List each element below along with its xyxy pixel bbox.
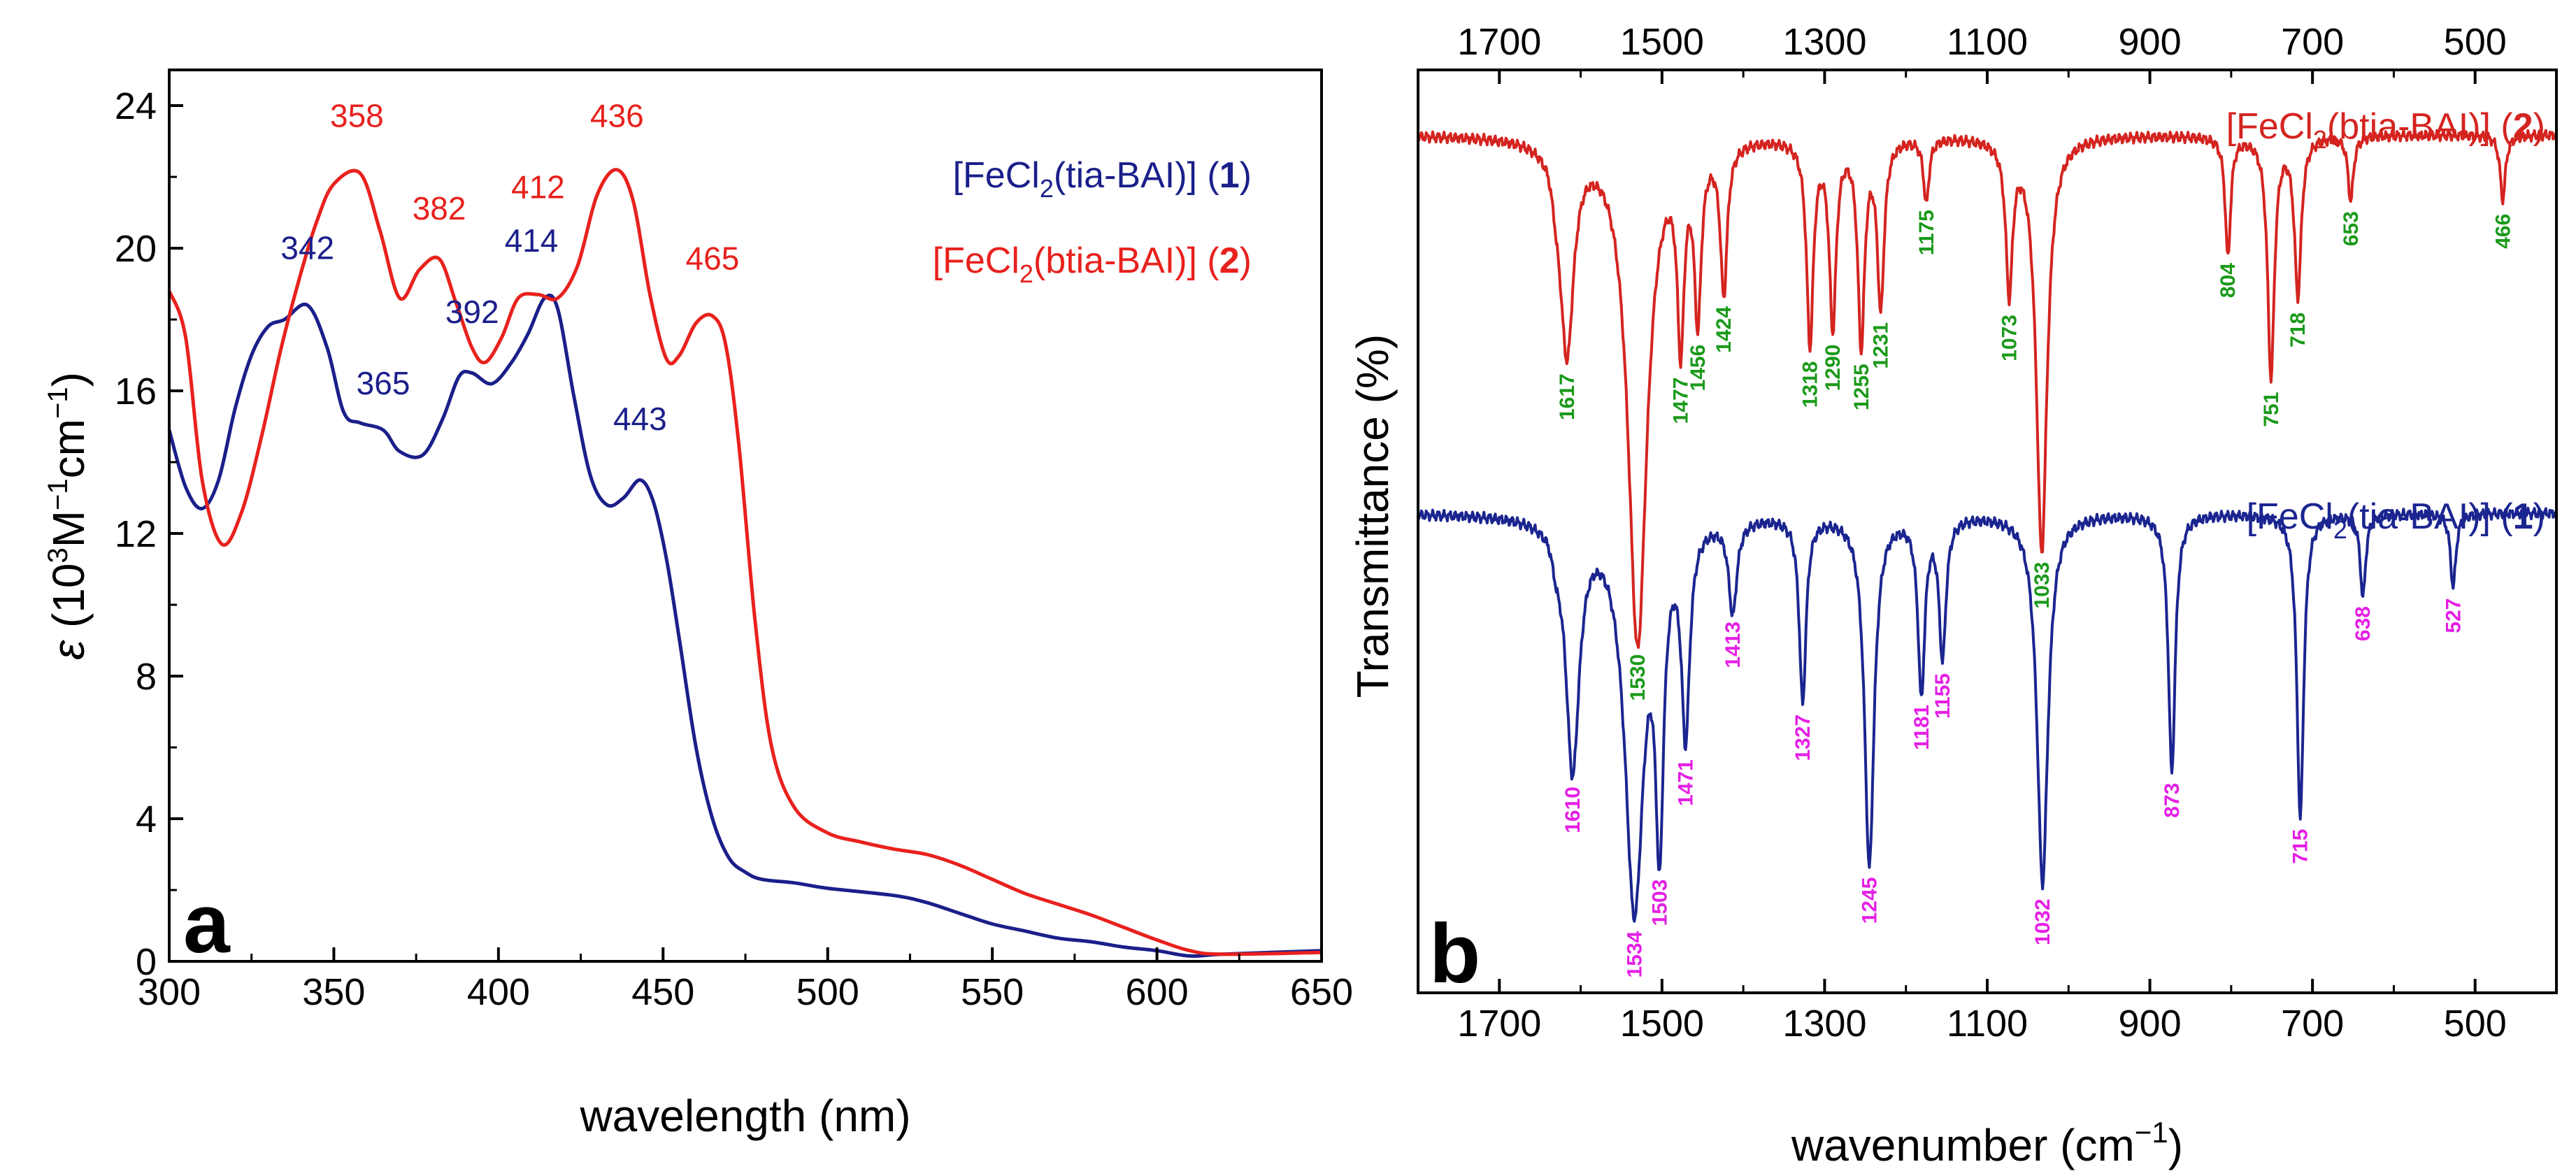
- ir-peak-label: 1231: [1870, 322, 1893, 369]
- series-line-1: [1417, 506, 2558, 923]
- ir-peak-label: 1530: [1626, 654, 1650, 701]
- ir-peak-label: 804: [2217, 263, 2240, 298]
- peak-label: 436: [590, 98, 644, 134]
- panel-a-legend-item-1: [FeCl2(tia-BAI)] (1): [953, 155, 1252, 203]
- ir-peak-label: 1327: [1791, 715, 1815, 761]
- panel-a-label: a: [183, 877, 231, 970]
- panel-b-plot-frame: [1417, 69, 2558, 994]
- x-tick-label-top: 1100: [1947, 21, 2028, 63]
- y-tick-label: 12: [115, 513, 157, 555]
- x-tick-label: 650: [1290, 971, 1353, 1013]
- ir-peak-label: 1534: [1623, 931, 1646, 977]
- series-line-2: [1417, 129, 2558, 649]
- x-tick-label: 1300: [1782, 1003, 1866, 1045]
- peak-label: 382: [413, 190, 466, 227]
- x-tick-label: 500: [2444, 1003, 2507, 1045]
- ir-peak-label: 1318: [1799, 361, 1822, 408]
- panel-b-legend-item-1: [FeCl2(tia-BAI)] (1): [2247, 496, 2545, 544]
- panel-a-series-lines: [167, 168, 1322, 959]
- peak-label: 414: [505, 222, 559, 259]
- x-tick-label: 600: [1126, 971, 1189, 1013]
- ir-peak-label: 1255: [1850, 364, 1873, 410]
- x-tick-label: 300: [138, 971, 201, 1013]
- panel-a-x-axis-label: wavelength (nm): [579, 1091, 910, 1141]
- x-tick-label-top: 1500: [1620, 21, 1704, 63]
- ir-peak-label: 466: [2491, 214, 2514, 249]
- x-tick-label-top: 500: [2444, 21, 2507, 63]
- x-tick-label: 1500: [1620, 1003, 1704, 1045]
- panel-b-ticks: 1700 1700 1500 1500 1300 1300 1100 1100 900 900 70…: [1417, 21, 2507, 1045]
- ir-peak-label: 1155: [1931, 673, 1954, 719]
- x-tick-label: 550: [961, 971, 1024, 1013]
- panel-b-x-axis-label: wavenumber (cm−1): [1791, 1116, 2183, 1170]
- panel-b-y-axis-label: Transmittance (%): [1347, 334, 1398, 698]
- peak-label: 358: [330, 98, 384, 134]
- ir-peak-label: 1456: [1687, 345, 1710, 392]
- series-line-2: [167, 168, 1322, 956]
- panel-b-legend-item-2: [FeCl2(btia-BAI)] (2): [2226, 106, 2545, 154]
- ir-peak-label: 1503: [1648, 880, 1671, 926]
- x-tick-label: 350: [302, 971, 365, 1013]
- y-tick-label: 24: [115, 85, 157, 127]
- ir-peak-label: 1245: [1858, 877, 1881, 924]
- x-tick-label: 1700: [1457, 1003, 1541, 1045]
- ir-peak-label: 1471: [1675, 759, 1698, 806]
- x-tick-label: 700: [2281, 1003, 2344, 1045]
- ir-peak-label: 1290: [1822, 345, 1845, 392]
- ir-peak-label: 873: [2161, 783, 2184, 818]
- ir-peak-label: 751: [2260, 392, 2283, 427]
- x-tick-label-top: 1300: [1782, 21, 1866, 63]
- peak-label: 342: [280, 229, 334, 266]
- ir-peak-label: 1617: [1556, 373, 1579, 420]
- ir-peak-label: 1073: [1998, 315, 2021, 361]
- ir-peak-label: 1032: [2031, 898, 2054, 945]
- panel-a-plot-frame: [168, 69, 1323, 963]
- panel-a-legend-item-2: [FeCl2(btia-BAI)] (2): [933, 241, 1252, 288]
- panel-a-y-axis-label: ε (103M−1cm−1): [43, 372, 94, 660]
- ir-peak-label: 1413: [1722, 622, 1745, 668]
- panel-b-label: b: [1429, 907, 1480, 1001]
- ir-peak-label: 1610: [1561, 787, 1584, 833]
- x-tick-label: 400: [467, 971, 530, 1013]
- ir-peak-label: 638: [2352, 606, 2375, 641]
- y-tick-label: 20: [115, 228, 157, 270]
- x-tick-label-top: 900: [2119, 21, 2182, 63]
- x-tick-label: 500: [796, 971, 859, 1013]
- y-tick-label: 4: [136, 798, 157, 840]
- ir-peak-label: 527: [2442, 598, 2465, 633]
- x-tick-label-top: 1700: [1457, 21, 1541, 63]
- x-tick-label: 450: [631, 971, 694, 1013]
- x-tick-label: 1100: [1947, 1003, 2028, 1045]
- peak-label: 412: [511, 169, 565, 206]
- x-tick-label: 900: [2119, 1003, 2182, 1045]
- peak-label: 392: [445, 294, 499, 330]
- ir-peak-label: 1175: [1915, 210, 1938, 255]
- panel-b-series-lines: [1417, 129, 2558, 923]
- ir-peak-label: 1181: [1910, 705, 1933, 750]
- ir-peak-label: 718: [2287, 313, 2310, 347]
- peak-label: 465: [686, 241, 740, 277]
- ir-peak-label: 715: [2289, 829, 2312, 864]
- y-tick-label: 8: [136, 656, 157, 698]
- y-tick-label: 16: [115, 371, 157, 413]
- panel-a-ticks: 300 350 400 450 500 550 600 650 0 4 8 12 16 20 24: [115, 85, 1353, 1013]
- y-tick-label: 0: [136, 941, 157, 983]
- x-tick-label-top: 700: [2281, 21, 2344, 63]
- ir-peak-label: 1477: [1670, 378, 1693, 424]
- peak-label: 365: [357, 365, 410, 401]
- ir-peak-label: 1033: [2031, 562, 2054, 609]
- peak-label: 443: [613, 401, 667, 437]
- ir-peak-label: 1424: [1712, 306, 1736, 353]
- ir-peak-label: 653: [2340, 211, 2363, 246]
- series-line-1: [167, 293, 1322, 959]
